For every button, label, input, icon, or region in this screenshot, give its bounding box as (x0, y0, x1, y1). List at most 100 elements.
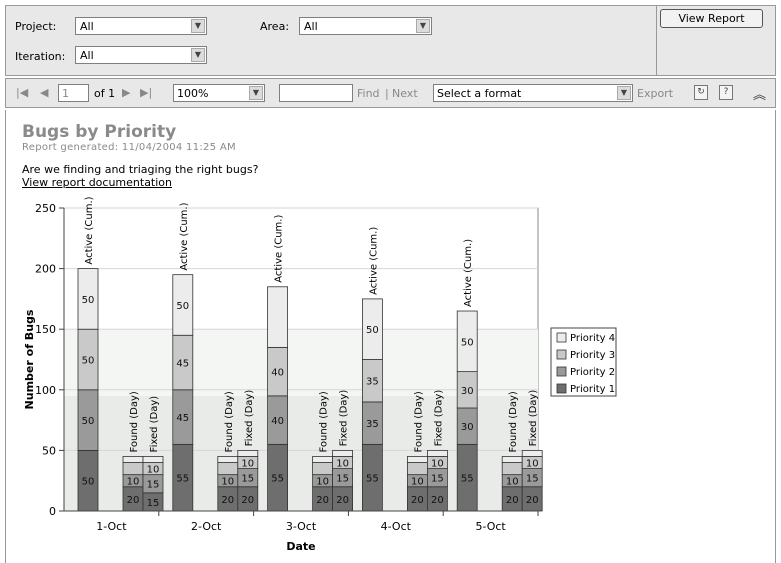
bar-data-label: 45 (176, 413, 189, 424)
x-tick-label: 2-Oct (191, 520, 222, 533)
bar-data-label: 10 (316, 477, 329, 488)
bar-group-label: Active (Cum.) (84, 196, 95, 264)
bar-data-label: 50 (176, 301, 189, 312)
bar-data-label: 40 (271, 416, 284, 427)
report-documentation-link[interactable]: View report documentation (22, 176, 173, 189)
zoom-value: 100% (177, 87, 209, 100)
bar-data-label: 10 (127, 477, 140, 488)
project-select-value: All (80, 20, 94, 33)
bar-data-label: 20 (127, 495, 140, 506)
zoom-select[interactable]: 100% ▼ (173, 84, 265, 102)
bar-data-label: 35 (366, 377, 379, 388)
bar-data-label: 15 (336, 474, 349, 485)
project-select[interactable]: All ▼ (75, 17, 207, 35)
y-tick-label: 200 (35, 263, 56, 276)
page-number-value: 1 (62, 87, 69, 100)
bar-data-label: 15 (147, 480, 160, 491)
export-format-select[interactable]: Select a format ▼ (433, 84, 633, 102)
find-input[interactable] (279, 84, 353, 102)
bar-data-label: 55 (176, 474, 189, 485)
bar-data-label: 15 (526, 474, 539, 485)
bar-data-label: 20 (506, 495, 519, 506)
bar-group-label: Found (Day) (319, 391, 330, 452)
legend-swatch (556, 332, 567, 343)
bar-segment (237, 449, 259, 457)
iteration-select[interactable]: All ▼ (75, 46, 207, 64)
bar-data-label: 10 (241, 459, 254, 470)
bar-data-label: 20 (526, 495, 539, 506)
area-label: Area: (260, 20, 290, 33)
bar-data-label: 50 (461, 337, 474, 348)
bar-segment (172, 274, 194, 336)
y-tick-label: 100 (35, 384, 56, 397)
page-number-input[interactable]: 1 (58, 84, 89, 102)
x-axis-title: Date (286, 540, 315, 553)
y-axis-title: Number of Bugs (23, 309, 36, 409)
y-tick-label: 250 (35, 202, 56, 215)
parameter-panel (5, 5, 776, 76)
report-question: Are we finding and triaging the right bu… (22, 163, 259, 176)
bar-data-label: 50 (82, 356, 95, 367)
bar-data-label: 55 (461, 474, 474, 485)
bar-group-label: Fixed (Day) (528, 390, 539, 447)
bar-group-label: Active (Cum.) (274, 215, 285, 283)
report-generated: Report generated: 11/04/2004 11:25 AM (22, 142, 236, 153)
bar-data-label: 40 (271, 368, 284, 379)
legend-swatch (556, 383, 567, 394)
previous-page-icon[interactable]: ◀ (40, 86, 49, 99)
last-page-icon[interactable]: ▶| (140, 86, 153, 99)
bar-data-label: 10 (526, 459, 539, 470)
bar-data-label: 50 (82, 416, 95, 427)
refresh-icon[interactable]: ↻ (694, 85, 708, 100)
collapse-icon[interactable]: ︽ (753, 88, 767, 103)
bar-group-label: Active (Cum.) (368, 227, 379, 295)
bar-data-label: 50 (82, 295, 95, 306)
legend-swatch (556, 366, 567, 377)
y-tick-label: 50 (42, 444, 56, 457)
bar-data-label: 10 (506, 477, 519, 488)
export-link[interactable]: Export (637, 87, 674, 100)
bar-data-label: 20 (316, 495, 329, 506)
bar-data-label: 35 (366, 419, 379, 430)
bar-data-label: 10 (411, 477, 424, 488)
next-page-icon[interactable]: ▶ (122, 86, 131, 99)
bar-data-label: 15 (431, 474, 444, 485)
chevron-down-icon[interactable]: ▼ (191, 48, 205, 62)
bar-group-label: Found (Day) (129, 391, 140, 452)
bar-group-label: Fixed (Day) (149, 396, 160, 453)
report-toolbar (5, 78, 776, 108)
bar-segment (122, 456, 144, 463)
chevron-down-icon[interactable]: ▼ (617, 86, 631, 100)
bar-segment (217, 462, 239, 476)
bar-group-label: Active (Cum.) (179, 202, 190, 270)
first-page-icon[interactable]: |◀ (16, 86, 29, 99)
iteration-label: Iteration: (15, 50, 66, 63)
next-link[interactable]: Next (392, 87, 418, 100)
bar-segment (267, 286, 289, 348)
bar-group-label: Found (Day) (413, 391, 424, 452)
bar-data-label: 10 (147, 465, 160, 476)
bar-segment (312, 462, 334, 476)
bar-data-label: 20 (431, 495, 444, 506)
bar-segment (217, 456, 239, 463)
bar-group-label: Fixed (Day) (433, 390, 444, 447)
x-tick-label: 4-Oct (381, 520, 412, 533)
bar-data-label: 10 (221, 477, 234, 488)
bar-data-label: 15 (241, 474, 254, 485)
bar-data-label: 20 (241, 495, 254, 506)
bar-segment (361, 298, 383, 360)
bar-group-label: Fixed (Day) (339, 390, 350, 447)
chevron-down-icon[interactable]: ▼ (191, 19, 205, 33)
area-select[interactable]: All ▼ (299, 17, 432, 35)
chevron-down-icon[interactable]: ▼ (416, 19, 430, 33)
help-icon[interactable]: ? (719, 85, 733, 100)
bar-group-label: Found (Day) (224, 391, 235, 452)
y-tick-label: 150 (35, 323, 56, 336)
view-report-button[interactable]: View Report (660, 9, 763, 28)
chevron-down-icon[interactable]: ▼ (249, 86, 263, 100)
bar-data-label: 20 (336, 495, 349, 506)
report-title: Bugs by Priority (22, 122, 177, 142)
find-link[interactable]: Find (357, 87, 380, 100)
bar-data-label: 10 (431, 459, 444, 470)
